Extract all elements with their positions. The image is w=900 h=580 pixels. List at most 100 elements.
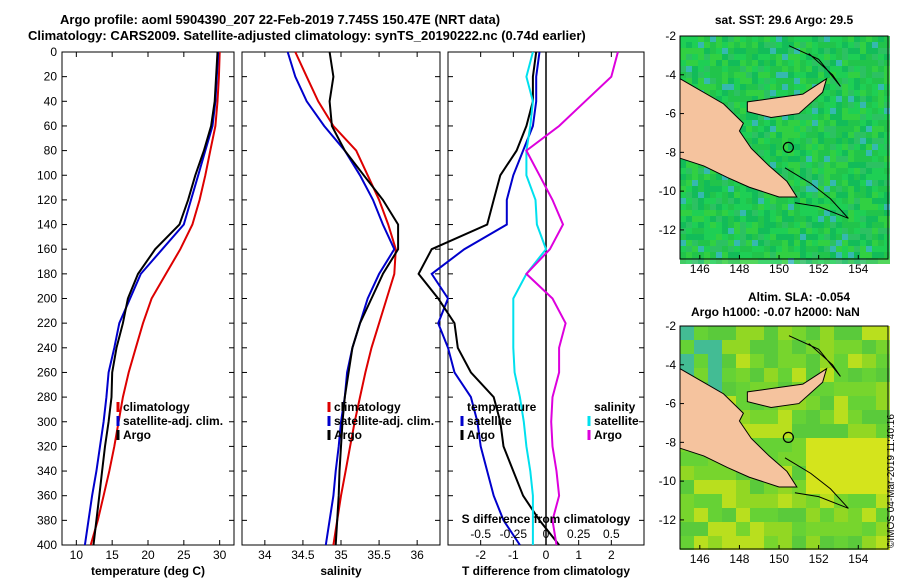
map-cell	[884, 204, 890, 210]
map-cell	[794, 204, 800, 210]
map-cell	[728, 258, 734, 264]
map-cell	[746, 78, 752, 84]
map-cell	[746, 258, 752, 264]
map-cell	[806, 438, 820, 452]
map-cell	[872, 228, 878, 234]
map-cell	[836, 114, 842, 120]
map-cell	[788, 216, 794, 222]
map-cell	[848, 396, 862, 410]
map-cell	[806, 508, 820, 522]
map-cell	[834, 382, 848, 396]
map-cell	[764, 246, 770, 252]
map-cell	[708, 368, 722, 382]
map-cell	[734, 216, 740, 222]
map-cell	[680, 234, 686, 240]
temp-legend-label: satellite-adj. clim.	[123, 414, 223, 428]
map-ytick-label: -4	[665, 358, 676, 372]
map-cell	[692, 228, 698, 234]
map-cell	[848, 340, 862, 354]
map-cell	[884, 210, 890, 216]
map-cell	[722, 186, 728, 192]
map-cell	[776, 222, 782, 228]
map-cell	[740, 54, 746, 60]
map-cell	[792, 522, 806, 536]
map-cell	[686, 240, 692, 246]
map-cell	[878, 96, 884, 102]
map-cell	[836, 210, 842, 216]
map-cell	[794, 138, 800, 144]
map-cell	[752, 78, 758, 84]
map-cell	[782, 144, 788, 150]
map-cell	[806, 66, 812, 72]
map-cell	[722, 252, 728, 258]
map-cell	[704, 204, 710, 210]
map-cell	[788, 258, 794, 264]
map-cell	[878, 240, 884, 246]
map-cell	[848, 102, 854, 108]
map-cell	[872, 246, 878, 252]
map-cell	[794, 150, 800, 156]
map-cell	[878, 120, 884, 126]
map-cell	[788, 132, 794, 138]
map-cell	[884, 246, 890, 252]
map-cell	[788, 144, 794, 150]
map-cell	[860, 96, 866, 102]
map-cell	[830, 84, 836, 90]
map-cell	[812, 246, 818, 252]
map-cell	[866, 174, 872, 180]
map-cell	[788, 54, 794, 60]
map-cell	[834, 438, 848, 452]
map-xtick-label: 152	[809, 552, 829, 566]
map-cell	[806, 42, 812, 48]
map-cell	[884, 162, 890, 168]
map-cell	[836, 72, 842, 78]
map-cell	[830, 234, 836, 240]
map-cell	[872, 54, 878, 60]
map-cell	[860, 78, 866, 84]
land-new-britain	[746, 77, 828, 118]
map-cell	[716, 60, 722, 66]
map-cell	[884, 54, 890, 60]
map-cell	[758, 150, 764, 156]
map-cell	[728, 180, 734, 186]
map-cell	[866, 138, 872, 144]
map-cell	[836, 90, 842, 96]
map-cell	[680, 48, 686, 54]
s-tick-label: -0.5	[470, 527, 491, 541]
map-cell	[806, 424, 820, 438]
map-cell	[728, 216, 734, 222]
map-cell	[824, 144, 830, 150]
map-cell	[746, 234, 752, 240]
x-axis-label: T difference from climatology	[462, 564, 630, 578]
map-cell	[824, 54, 830, 60]
map-cell	[830, 174, 836, 180]
map-cell	[758, 96, 764, 102]
map-cell	[872, 102, 878, 108]
map-cell	[836, 198, 842, 204]
map-cell	[764, 354, 778, 368]
map-ytick-label: -12	[659, 513, 677, 527]
map-cell	[788, 240, 794, 246]
map-cell	[736, 396, 750, 410]
ytick-label: 320	[37, 439, 57, 453]
map-cell	[692, 192, 698, 198]
map-cell	[750, 480, 764, 494]
map-cell	[830, 36, 836, 42]
map-cell	[792, 494, 806, 508]
map-cell	[848, 240, 854, 246]
map-cell	[728, 66, 734, 72]
map-cell	[812, 234, 818, 240]
map-cell	[848, 84, 854, 90]
map-cell	[872, 186, 878, 192]
map-cell	[848, 60, 854, 66]
map-cell	[818, 240, 824, 246]
map-cell	[860, 222, 866, 228]
map-cell	[806, 252, 812, 258]
map-cell	[776, 78, 782, 84]
sal-legend-label: satellite-adj. clim.	[334, 414, 434, 428]
map-cell	[734, 258, 740, 264]
xtick-label: 1	[575, 548, 582, 562]
map-cell	[752, 120, 758, 126]
map-cell	[776, 72, 782, 78]
